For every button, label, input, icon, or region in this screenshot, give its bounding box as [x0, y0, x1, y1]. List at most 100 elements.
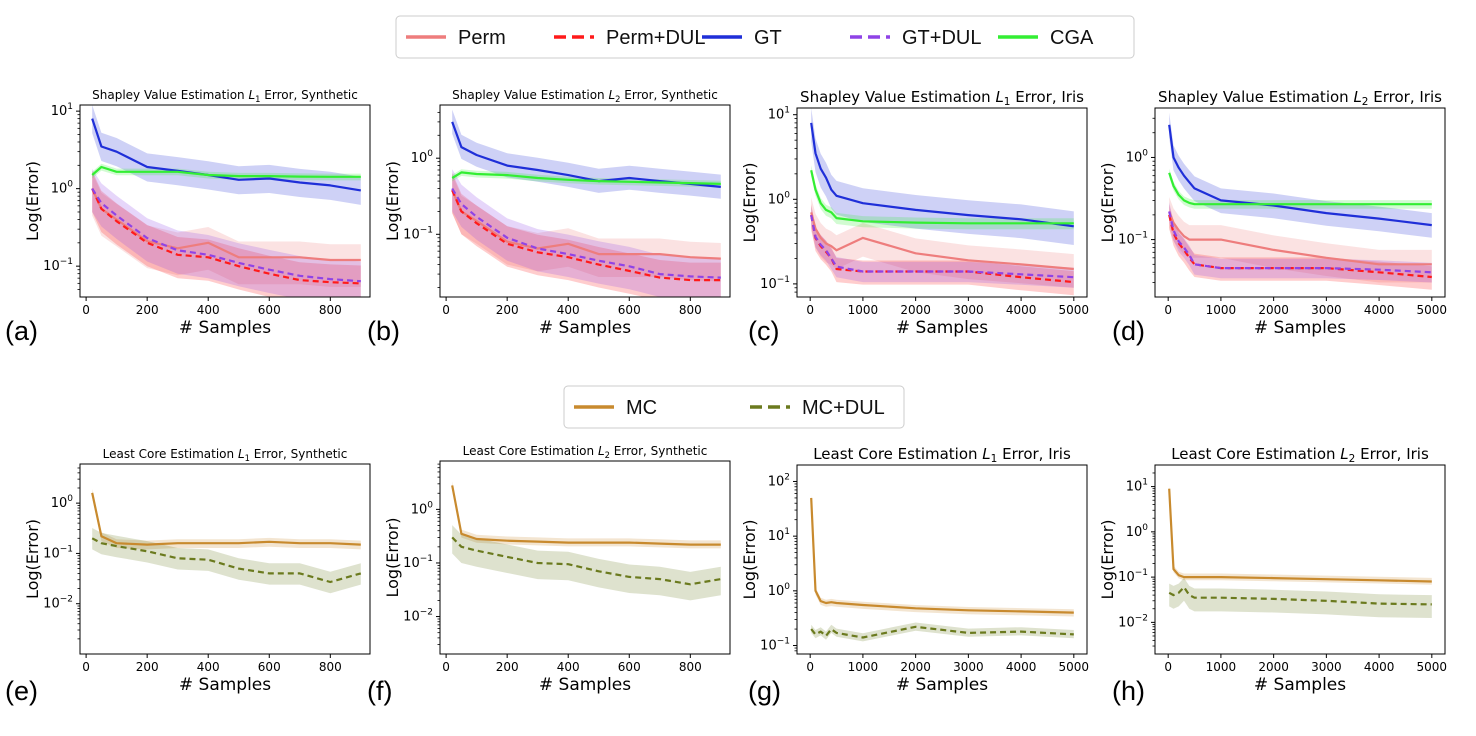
ytick-label-b-1: 100 [411, 149, 434, 166]
chart-title-a: Shapley Value Estimation L1 Error, Synth… [92, 88, 358, 104]
xtick-label-h-0: 0 [1164, 660, 1172, 674]
xtick-label-h-5: 5000 [1417, 660, 1448, 674]
ytick-label-b-0: 10−1 [403, 225, 433, 242]
x-axis-label-d: # Samples [1254, 318, 1346, 338]
panel-letter-d: (d) [1112, 316, 1145, 346]
y-axis-label-c: Log(Error) [740, 162, 759, 242]
chart-title-c: Shapley Value Estimation L1 Error, Iris [800, 88, 1084, 108]
x-axis-label-c: # Samples [896, 318, 988, 338]
xtick-label-g-1: 1000 [848, 660, 879, 674]
xtick-label-a-3: 600 [258, 303, 281, 317]
ytick-label-c-2: 101 [768, 106, 790, 123]
chart-title-b: Shapley Value Estimation L2 Error, Synth… [452, 88, 718, 104]
xtick-label-h-1: 1000 [1206, 660, 1237, 674]
x-axis-label-b: # Samples [539, 318, 631, 338]
xtick-label-f-0: 0 [442, 660, 450, 674]
panel-letter-b: (b) [367, 316, 400, 346]
chart-title-e: Least Core Estimation L1 Error, Syntheti… [103, 447, 348, 463]
xtick-label-g-0: 0 [806, 660, 814, 674]
y-axis-label-g: Log(Error) [740, 519, 759, 599]
panel-letter-g: (g) [748, 676, 781, 706]
x-axis-label-h: # Samples [1254, 675, 1346, 695]
xtick-label-d-1: 1000 [1206, 303, 1237, 317]
panel-letter-f: (f) [367, 676, 392, 706]
ytick-label-d-0: 10−1 [1118, 231, 1148, 248]
xtick-label-b-4: 800 [679, 303, 702, 317]
panel-letter-e: (e) [5, 676, 38, 706]
ytick-label-g-0: 10−1 [760, 637, 790, 654]
xtick-label-c-5: 5000 [1059, 303, 1090, 317]
ytick-label-g-3: 102 [768, 472, 790, 489]
xtick-label-a-1: 200 [136, 303, 159, 317]
xtick-label-h-2: 2000 [1258, 660, 1289, 674]
chart-title-d: Shapley Value Estimation L2 Error, Iris [1158, 88, 1442, 108]
panel-letter-c: (c) [748, 316, 779, 346]
bottom-legend-label-0: MC [626, 397, 657, 419]
ytick-label-g-1: 100 [768, 582, 791, 599]
xtick-label-c-0: 0 [806, 303, 814, 317]
ytick-label-h-3: 101 [1126, 478, 1148, 495]
xtick-label-h-3: 3000 [1311, 660, 1342, 674]
ytick-label-f-2: 100 [411, 500, 434, 517]
xtick-label-e-3: 600 [258, 660, 281, 674]
plot-area-f [452, 481, 721, 600]
plot-area-c [811, 108, 1074, 295]
xtick-label-f-2: 400 [557, 660, 580, 674]
band-f-0 [452, 481, 721, 548]
xtick-label-d-2: 2000 [1258, 303, 1289, 317]
xtick-label-f-1: 200 [496, 660, 519, 674]
top-legend-label-2: GT [754, 27, 782, 49]
series-line-h-0 [1169, 489, 1432, 582]
y-axis-label-h: Log(Error) [1098, 519, 1117, 599]
y-axis-label-d: Log(Error) [1098, 162, 1117, 242]
plot-area-e [92, 489, 361, 593]
chart-title-f: Least Core Estimation L2 Error, Syntheti… [463, 444, 708, 460]
ytick-label-c-0: 10−1 [760, 275, 790, 292]
plot-area-b [452, 110, 721, 303]
ytick-label-h-1: 10−1 [1118, 568, 1148, 585]
ytick-label-a-1: 100 [51, 180, 74, 197]
bottom-legend-label-1: MC+DUL [802, 397, 885, 419]
xtick-label-c-3: 3000 [953, 303, 984, 317]
xtick-label-e-1: 200 [136, 660, 159, 674]
panel-letter-h: (h) [1112, 676, 1145, 706]
xtick-label-h-4: 4000 [1364, 660, 1395, 674]
band-e-1 [92, 528, 361, 593]
top-legend-label-1: Perm+DUL [606, 27, 705, 49]
xtick-label-e-0: 0 [82, 660, 90, 674]
y-axis-label-a: Log(Error) [23, 161, 42, 241]
ytick-label-a-0: 10−1 [43, 257, 73, 274]
ytick-label-h-0: 10−2 [1118, 613, 1148, 630]
top-legend-label-0: Perm [458, 27, 506, 49]
band-h-1 [1169, 578, 1432, 618]
y-axis-label-b: Log(Error) [383, 161, 402, 241]
xtick-label-g-3: 3000 [953, 660, 984, 674]
ytick-label-e-2: 100 [51, 494, 74, 511]
xtick-label-c-4: 4000 [1006, 303, 1037, 317]
band-g-0 [811, 495, 1074, 617]
xtick-label-d-5: 5000 [1417, 303, 1448, 317]
panel-letter-a: (a) [5, 316, 38, 346]
ytick-label-f-0: 10−2 [403, 608, 433, 625]
xtick-label-d-3: 3000 [1311, 303, 1342, 317]
xtick-label-b-3: 600 [618, 303, 641, 317]
ytick-label-h-2: 100 [1126, 523, 1149, 540]
xtick-label-d-0: 0 [1164, 303, 1172, 317]
xtick-label-e-2: 400 [197, 660, 220, 674]
xtick-label-g-2: 2000 [900, 660, 931, 674]
xtick-label-f-3: 600 [618, 660, 641, 674]
xtick-label-c-1: 1000 [848, 303, 879, 317]
ytick-label-a-2: 101 [51, 102, 73, 119]
x-axis-label-g: # Samples [896, 675, 988, 695]
xtick-label-f-4: 800 [679, 660, 702, 674]
xtick-label-g-4: 4000 [1006, 660, 1037, 674]
x-axis-label-f: # Samples [539, 675, 631, 695]
